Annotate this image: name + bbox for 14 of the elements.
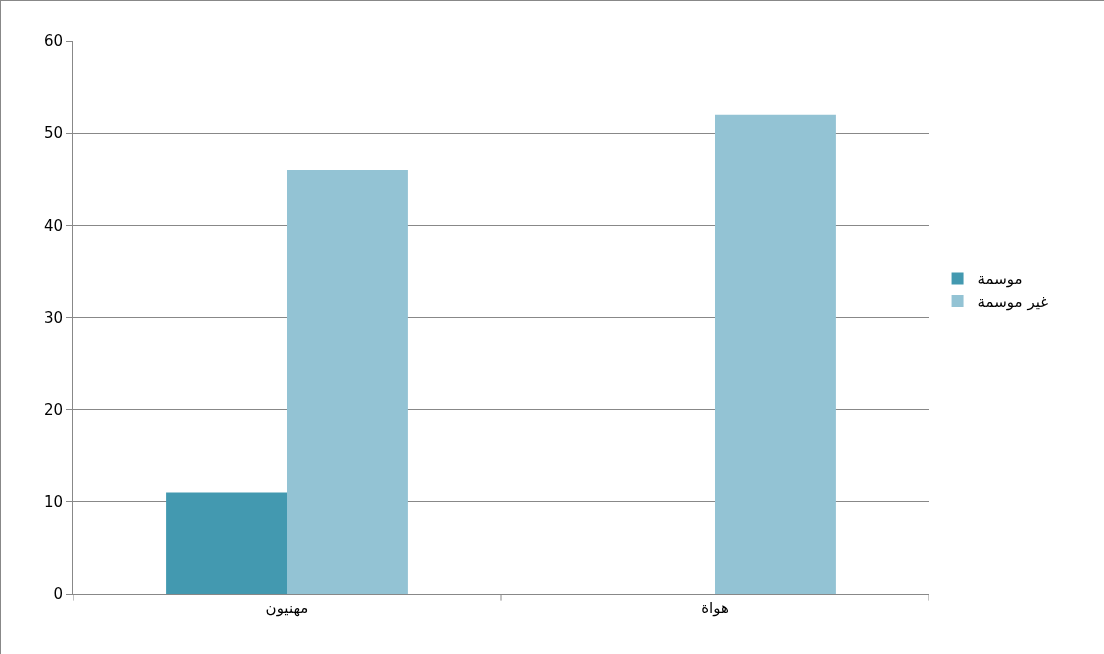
x-tick-label: هواة — [701, 599, 729, 617]
bar — [715, 114, 836, 594]
y-tick-label: 10 — [43, 493, 63, 512]
bar — [166, 492, 287, 594]
bar — [287, 170, 408, 594]
legend-label: غير موسمة — [977, 292, 1049, 311]
y-tick-label: 0 — [53, 585, 63, 604]
y-tick-label: 20 — [43, 400, 63, 419]
y-tick-label: 60 — [43, 32, 63, 51]
y-tick-label: 50 — [43, 124, 63, 143]
legend-label: موسمة — [977, 270, 1023, 289]
y-tick-label: 30 — [43, 308, 63, 327]
x-tick-label: مهنيون — [265, 599, 309, 617]
y-tick-label: 40 — [43, 216, 63, 235]
